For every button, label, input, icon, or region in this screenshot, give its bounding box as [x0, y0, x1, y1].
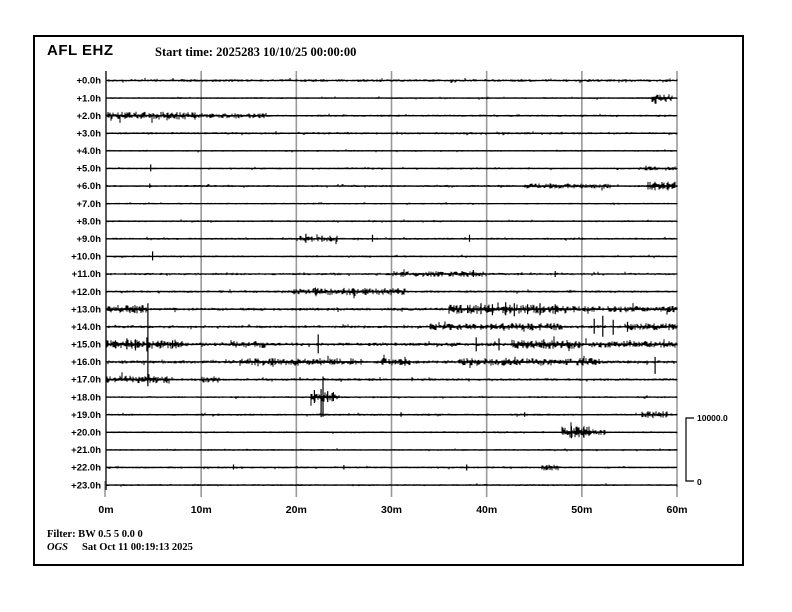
x-tick-label: 30m [381, 504, 402, 516]
x-tick-label: 10m [191, 504, 212, 516]
hour-label: +11.0h [72, 269, 102, 280]
start-time-label: Start time: 2025283 10/10/25 00:00:00 [155, 45, 357, 59]
hour-label: +19.0h [71, 410, 101, 421]
hour-label: +12.0h [71, 287, 101, 298]
event-spikes [593, 315, 629, 337]
hour-label: +9.0h [76, 234, 101, 245]
hour-label: +3.0h [76, 129, 101, 140]
trace-noise [105, 111, 678, 123]
station-title: AFL EHZ [47, 42, 114, 59]
hour-label: +1.0h [76, 93, 101, 104]
hour-label: +13.0h [71, 304, 101, 315]
x-tick-label: 0m [98, 504, 113, 516]
trace-noise [105, 131, 678, 136]
trace-noise [106, 392, 678, 406]
trace-noise [105, 372, 678, 384]
hour-label: +4.0h [76, 146, 101, 157]
generated-timestamp: Sat Oct 11 00:19:13 2025 [82, 542, 193, 553]
hour-label: +23.0h [71, 480, 101, 491]
trace-noise [105, 234, 678, 245]
x-tick-label: 40m [476, 504, 497, 516]
x-tick-label: 60m [666, 504, 687, 516]
event-spikes [114, 334, 545, 354]
trace-noise [106, 483, 678, 487]
hour-label: +8.0h [76, 216, 101, 227]
hour-label: +15.0h [71, 340, 101, 351]
event-spikes [472, 270, 556, 277]
trace-noise [105, 165, 678, 171]
trace-noise [105, 77, 678, 84]
trace-noise [106, 269, 678, 277]
trace-noise [105, 181, 678, 191]
amplitude-scale-bracket [685, 417, 694, 482]
filter-info: Filter: BW 0.5 5 0.0 0 [47, 529, 143, 540]
event-spikes [313, 389, 334, 418]
trace-noise [105, 411, 678, 419]
hour-labels: +0.0h +1.0h +2.0h +3.0h +4.0h +5.0h +6.0h +7.0h… [71, 76, 101, 492]
trace-rows [105, 77, 678, 487]
event-spikes [322, 412, 526, 417]
hour-label: +10.0h [71, 252, 101, 263]
trace-noise [105, 254, 678, 259]
trace-noise [105, 336, 678, 352]
outer-border [33, 35, 744, 566]
x-tick-label: 50m [571, 504, 592, 516]
x-tick-label: 20m [286, 504, 307, 516]
credit-line: OGS Sat Oct 11 00:19:13 2025 [47, 542, 193, 553]
hour-label: +21.0h [71, 445, 101, 456]
hour-label: +14.0h [71, 322, 101, 333]
event-spikes [305, 233, 471, 243]
trace-noise [105, 354, 677, 368]
trace-noise [105, 94, 678, 104]
trace-noise [105, 219, 678, 223]
hour-label: +2.0h [76, 111, 101, 122]
hour-label: +7.0h [76, 199, 101, 210]
trace-noise [106, 422, 678, 438]
time-gridlines [104, 71, 678, 497]
scale-max-label: 10000.0 [697, 413, 728, 423]
x-tick-labels: 0m 10m 20m 30m 40m 50m 60m [98, 504, 687, 516]
trace-noise [105, 202, 678, 206]
trace-noise [105, 287, 678, 299]
hour-label: +6.0h [76, 181, 101, 192]
hour-label: +18.0h [71, 392, 101, 403]
agency-label: OGS [47, 542, 69, 553]
trace-noise [105, 464, 677, 471]
trace-noise [105, 321, 678, 332]
event-spikes [232, 464, 468, 471]
trace-noise [105, 149, 676, 153]
trace-noise [105, 448, 678, 452]
event-spikes [570, 426, 585, 439]
hour-label: +20.0h [71, 428, 101, 439]
hour-label: +17.0h [71, 375, 101, 386]
hour-label: +16.0h [71, 357, 101, 368]
hour-label: +5.0h [76, 164, 101, 175]
scale-min-label: 0 [697, 477, 702, 487]
trace-noise [105, 302, 678, 315]
hour-label: +0.0h [76, 76, 101, 87]
hour-label: +22.0h [71, 463, 101, 474]
